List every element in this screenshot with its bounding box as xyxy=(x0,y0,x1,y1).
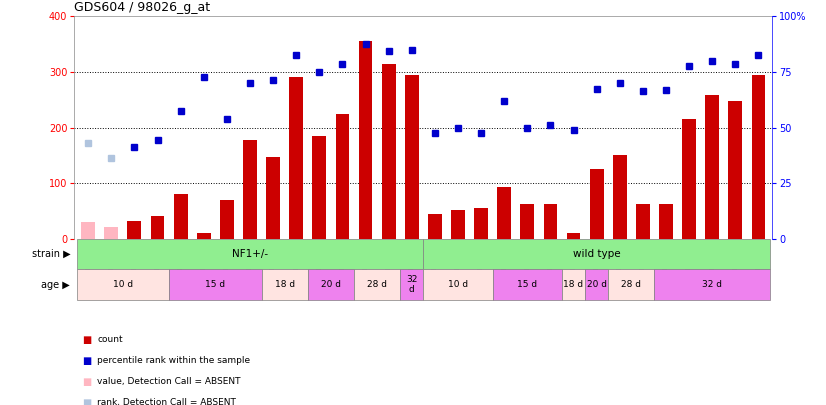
Text: NF1+/-: NF1+/- xyxy=(232,249,268,259)
Text: 32
d: 32 d xyxy=(406,275,417,294)
Bar xyxy=(654,269,770,300)
Text: GDS604 / 98026_g_at: GDS604 / 98026_g_at xyxy=(74,1,211,14)
Text: 10 d: 10 d xyxy=(113,280,133,289)
Text: ■: ■ xyxy=(83,398,92,405)
Bar xyxy=(262,269,308,300)
Text: 20 d: 20 d xyxy=(586,280,606,289)
Text: ■: ■ xyxy=(83,335,92,345)
Bar xyxy=(497,187,511,239)
Bar xyxy=(81,222,95,239)
Bar xyxy=(77,269,169,300)
Text: percentile rank within the sample: percentile rank within the sample xyxy=(97,356,250,365)
Bar xyxy=(428,214,442,239)
Bar xyxy=(423,239,770,269)
Bar xyxy=(401,269,423,300)
Bar xyxy=(104,227,118,239)
Bar xyxy=(266,157,280,239)
Bar xyxy=(492,269,562,300)
Bar xyxy=(382,64,396,239)
Bar xyxy=(405,75,419,239)
Bar xyxy=(752,75,766,239)
Bar xyxy=(354,269,401,300)
Text: 28 d: 28 d xyxy=(621,280,641,289)
Bar xyxy=(451,210,465,239)
Bar xyxy=(173,194,188,239)
Text: value, Detection Call = ABSENT: value, Detection Call = ABSENT xyxy=(97,377,241,386)
Bar xyxy=(585,269,608,300)
Text: 18 d: 18 d xyxy=(563,280,584,289)
Bar xyxy=(562,269,585,300)
Bar xyxy=(474,208,488,239)
Bar xyxy=(220,200,234,239)
Bar xyxy=(567,233,581,239)
Text: wild type: wild type xyxy=(573,249,620,259)
Text: 32 d: 32 d xyxy=(702,280,722,289)
Bar xyxy=(312,136,326,239)
Text: 28 d: 28 d xyxy=(367,280,387,289)
Bar xyxy=(169,269,262,300)
Text: count: count xyxy=(97,335,123,344)
Bar xyxy=(77,239,423,269)
Bar xyxy=(308,269,354,300)
Bar xyxy=(613,156,627,239)
Bar xyxy=(544,205,558,239)
Bar xyxy=(423,269,492,300)
Text: 15 d: 15 d xyxy=(205,280,225,289)
Text: rank, Detection Call = ABSENT: rank, Detection Call = ABSENT xyxy=(97,399,236,405)
Bar xyxy=(729,101,743,239)
Text: strain ▶: strain ▶ xyxy=(31,249,70,259)
Bar xyxy=(705,95,719,239)
Bar xyxy=(682,119,696,239)
Bar xyxy=(608,269,654,300)
Bar xyxy=(243,140,257,239)
Bar xyxy=(590,169,604,239)
Bar xyxy=(358,41,373,239)
Bar xyxy=(197,233,211,239)
Text: ■: ■ xyxy=(83,377,92,387)
Text: age ▶: age ▶ xyxy=(41,279,70,290)
Bar xyxy=(335,114,349,239)
Bar xyxy=(289,77,303,239)
Text: ■: ■ xyxy=(83,356,92,366)
Bar xyxy=(659,205,673,239)
Bar xyxy=(150,215,164,239)
Text: 20 d: 20 d xyxy=(320,280,341,289)
Text: 18 d: 18 d xyxy=(274,280,295,289)
Bar xyxy=(636,204,650,239)
Bar xyxy=(520,205,534,239)
Bar xyxy=(127,221,141,239)
Text: 10 d: 10 d xyxy=(448,280,468,289)
Text: 15 d: 15 d xyxy=(517,280,538,289)
